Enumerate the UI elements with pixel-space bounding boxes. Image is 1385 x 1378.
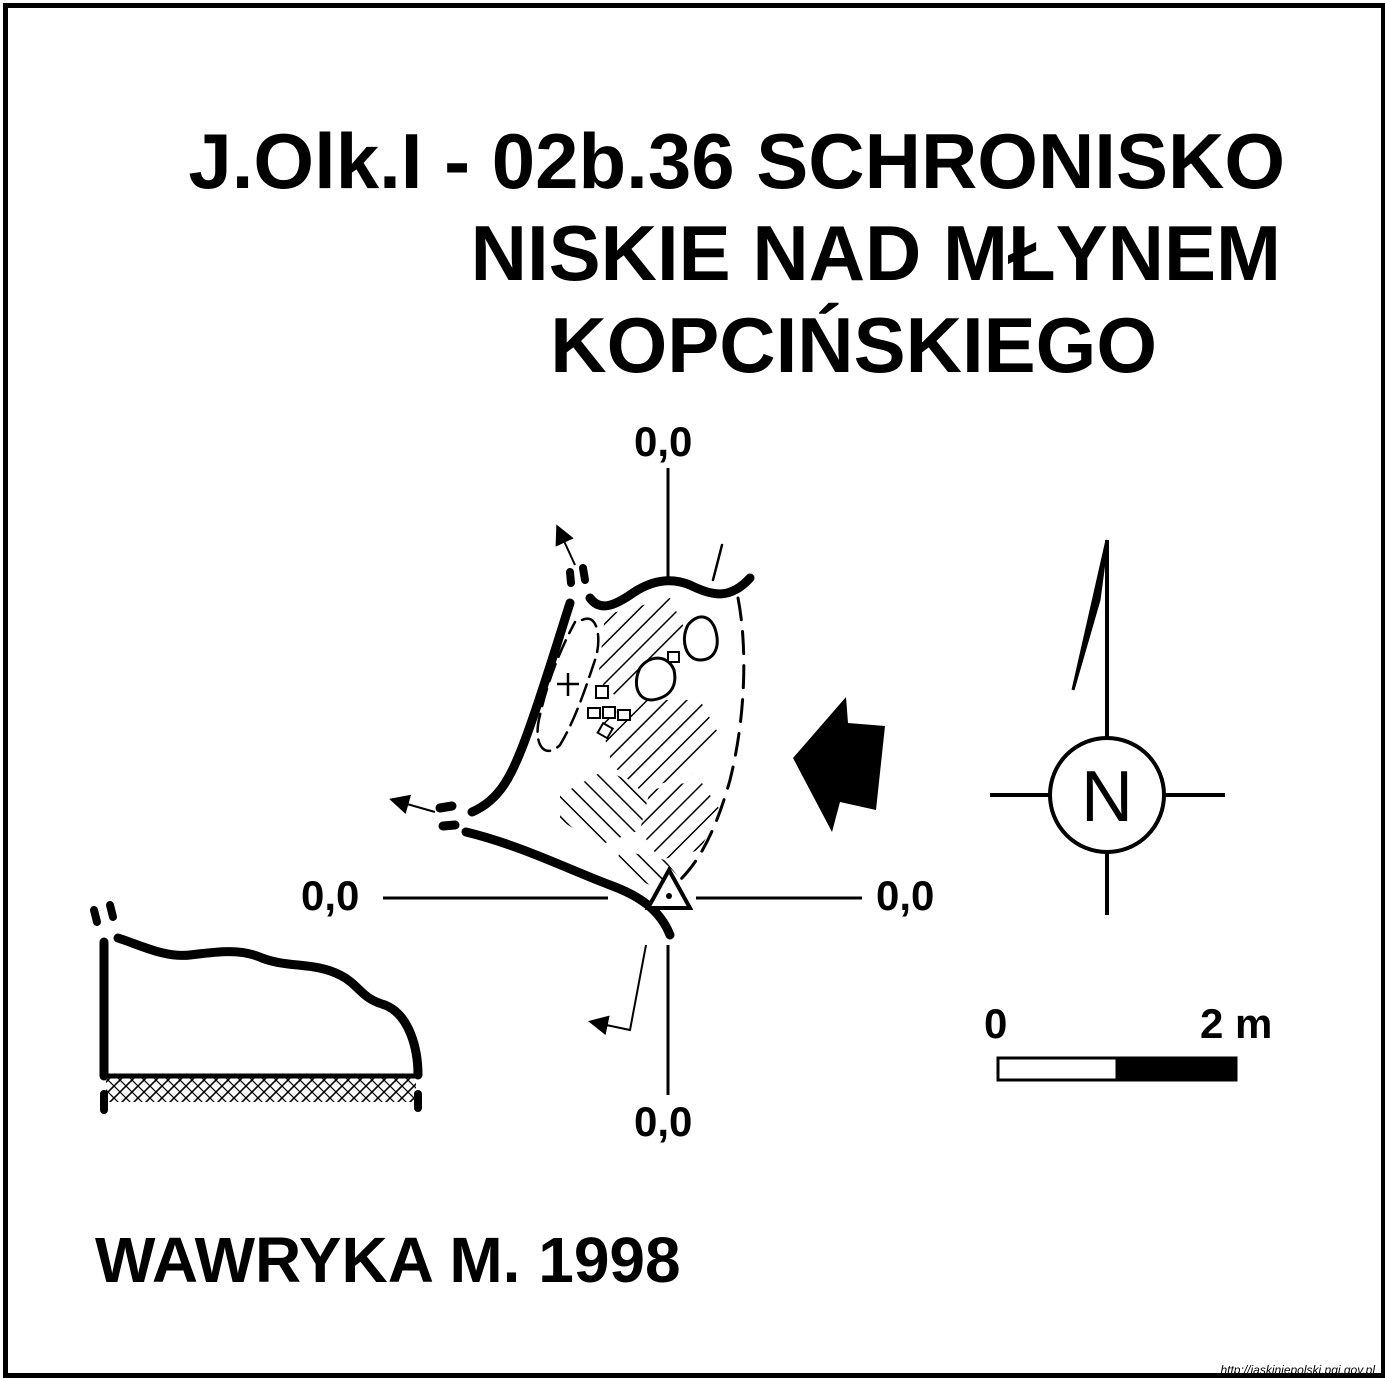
- map-frame: [3, 3, 1385, 1378]
- scale-bar-white-segment: [996, 1056, 1119, 1082]
- rock-large-middle: [635, 656, 677, 702]
- cave-wall-top: [585, 573, 755, 611]
- rock-large-upper: [683, 615, 719, 662]
- arrow-west: [389, 794, 436, 815]
- upper-thin-line: [711, 543, 724, 582]
- cave-title-line-2: NISKIE NAD MŁYNEM: [470, 209, 1281, 297]
- cave-title-line-3: KOPCIŃSKIEGO: [550, 301, 1157, 389]
- compass-north-letter: N: [1081, 757, 1133, 837]
- rock-small-2: [587, 707, 601, 719]
- entrance-direction-arrow: [793, 697, 885, 832]
- hatch-zone-middle: [600, 700, 722, 790]
- survey-station-triangle: [644, 865, 694, 910]
- inner-alcove-dashed: [536, 617, 600, 752]
- section-dash-top-2: [106, 901, 117, 921]
- rock-small-1: [595, 685, 609, 699]
- cave-cross-section: [90, 901, 423, 1114]
- rock-small-4: [617, 709, 631, 721]
- datum-label-top: 0,0: [634, 418, 693, 465]
- hatch-zone-lower-a: [560, 770, 650, 845]
- datum-label-bottom: 0,0: [634, 1098, 693, 1145]
- arrow-south: [588, 944, 647, 1036]
- hatch-zone-lower-b: [640, 780, 720, 860]
- survey-cross-mark: [557, 673, 579, 696]
- cave-title: J.Olk.I - 02b.36 SCHRONISKO NISKIE NAD M…: [60, 115, 1285, 391]
- scale-bar-end-label: 2 m: [1200, 1000, 1273, 1047]
- drip-line-dashed: [678, 596, 746, 882]
- compass-needle-barb: [1071, 539, 1109, 691]
- rock-small-6: [667, 651, 680, 663]
- compass-ring: [1048, 736, 1166, 854]
- author-credit: WAWRYKA M. 1998: [95, 1224, 681, 1296]
- rock-blocks: [587, 615, 719, 740]
- hatch-zone-upper: [598, 598, 690, 700]
- scale-bar-start-label: 0: [984, 1000, 1008, 1047]
- cave-entrance-dash-left-2: [438, 820, 460, 831]
- arrow-northwest: [555, 524, 576, 566]
- cave-wall-left: [467, 598, 575, 817]
- rock-small-5: [596, 721, 615, 740]
- cave-entrance-dash-top-2: [579, 564, 589, 584]
- section-floor-sediment: [106, 1074, 416, 1102]
- scale-bar-black-segment: [1115, 1056, 1238, 1082]
- cave-entrance-dash-left-1: [435, 801, 457, 813]
- passage-arrows: [389, 524, 647, 1036]
- cave-outline: [435, 543, 755, 940]
- cave-wall-bottom: [461, 827, 675, 940]
- datum-label-left: 0,0: [301, 872, 360, 919]
- rock-small-3: [602, 706, 616, 719]
- sediment-hatching: [560, 598, 722, 885]
- section-ceiling: [113, 933, 423, 1080]
- datum-cross: [383, 468, 862, 1095]
- section-dash-top-1: [90, 906, 101, 926]
- scale-bar: [996, 1056, 1238, 1082]
- cave-entrance-dash-top-1: [566, 568, 575, 587]
- source-url[interactable]: http://jaskiniepolski.pgi.gov.pl: [1220, 1363, 1375, 1377]
- datum-label-right: 0,0: [876, 872, 935, 919]
- cave-title-line-1: J.Olk.I - 02b.36 SCHRONISKO: [188, 117, 1285, 205]
- north-compass: [990, 539, 1225, 915]
